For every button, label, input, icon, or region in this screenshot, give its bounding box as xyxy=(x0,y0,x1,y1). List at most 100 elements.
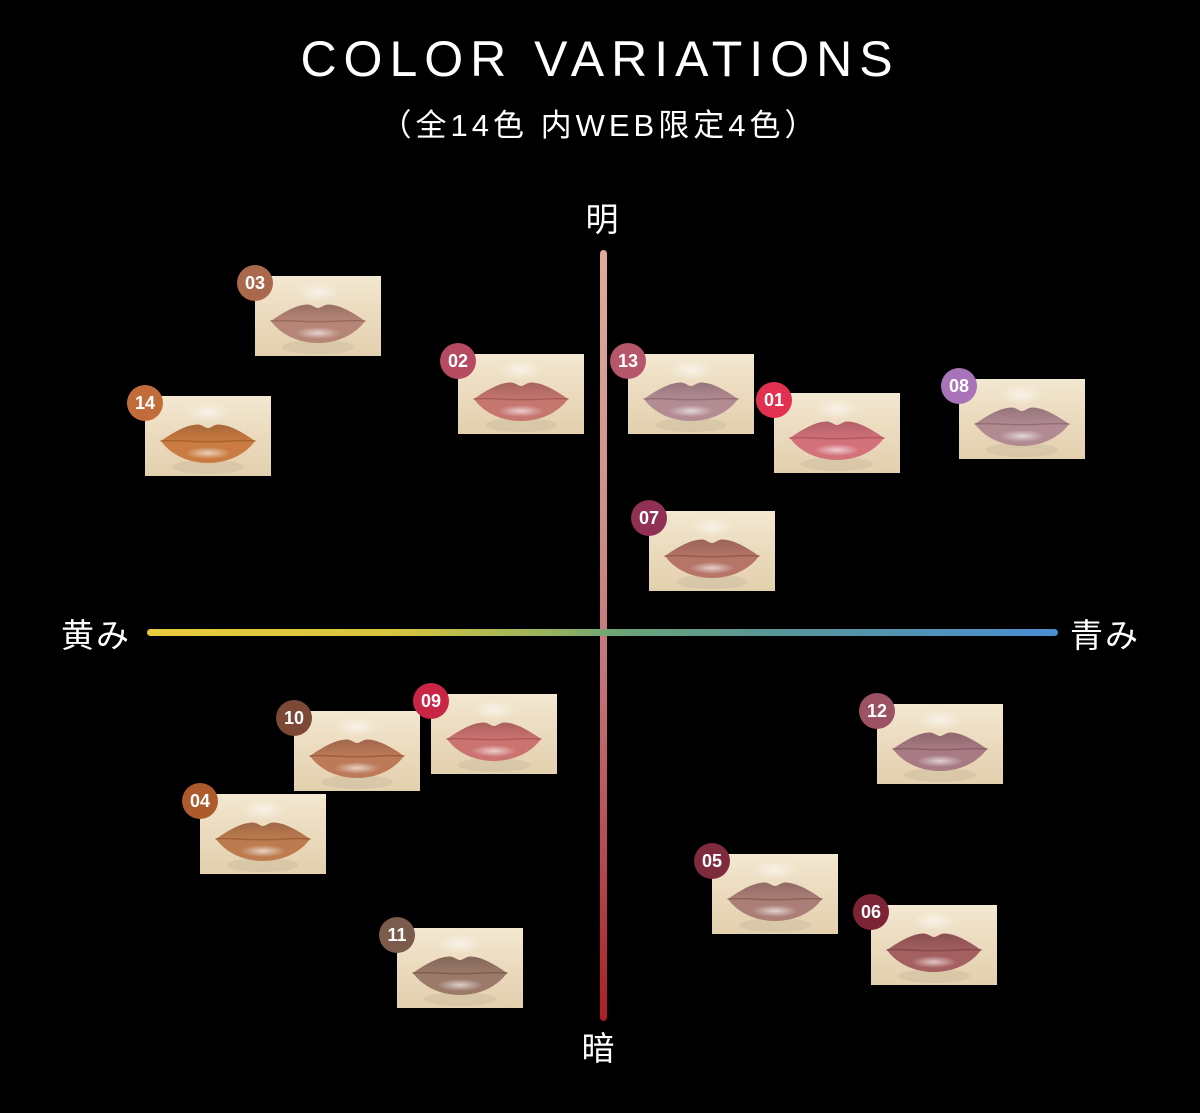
lip-sample-image xyxy=(774,393,900,473)
lip-swatch-07: 07 xyxy=(631,500,775,591)
lip-swatch-14: 14 xyxy=(127,385,271,476)
lip-swatch-02: 02 xyxy=(440,343,584,434)
mouth-line xyxy=(160,439,256,443)
philtrum-highlight xyxy=(296,282,340,302)
chin-shadow xyxy=(424,992,496,1006)
philtrum-highlight xyxy=(186,402,230,422)
lip-swatch-09: 09 xyxy=(413,683,557,774)
shade-number-badge: 09 xyxy=(413,683,449,719)
philtrum-highlight xyxy=(472,700,516,720)
mouth-line xyxy=(473,397,569,401)
philtrum-highlight xyxy=(1000,385,1044,405)
lip-swatch-13: 13 xyxy=(610,343,754,434)
shade-number-badge: 04 xyxy=(182,783,218,819)
philtrum-highlight xyxy=(690,517,734,537)
shade-number-badge: 07 xyxy=(631,500,667,536)
chin-shadow xyxy=(321,775,393,789)
lip-swatch-06: 06 xyxy=(853,894,997,985)
upper-lip-shading xyxy=(447,722,541,740)
chin-shadow xyxy=(458,758,530,772)
lower-lip-gloss xyxy=(911,956,957,968)
philtrum-highlight xyxy=(499,360,543,380)
lower-lip-gloss xyxy=(334,762,380,774)
shade-number-badge: 12 xyxy=(859,693,895,729)
lower-lip-gloss xyxy=(752,905,798,917)
philtrum-highlight xyxy=(918,710,962,730)
chin-shadow xyxy=(898,969,970,983)
lip-swatch-04: 04 xyxy=(182,783,326,874)
shade-number-badge: 10 xyxy=(276,700,312,736)
shade-number-badge: 13 xyxy=(610,343,646,379)
lip-sample-image xyxy=(431,694,557,774)
lip-sample-image xyxy=(877,704,1003,784)
upper-lip-shading xyxy=(474,382,568,400)
chin-shadow xyxy=(986,443,1058,457)
lip-swatch-08: 08 xyxy=(941,368,1085,459)
lower-lip-gloss xyxy=(185,447,231,459)
chin-shadow xyxy=(227,858,299,872)
shade-number-badge: 11 xyxy=(379,917,415,953)
lip-swatch-10: 10 xyxy=(276,700,420,791)
lip-sample-image xyxy=(200,794,326,874)
philtrum-highlight xyxy=(438,934,482,954)
lip-swatch-03: 03 xyxy=(237,265,381,356)
shade-number-badge: 05 xyxy=(694,843,730,879)
axis-label-bluish: 青み xyxy=(1070,617,1140,654)
lower-lip-gloss xyxy=(999,430,1045,442)
lip-sample-image xyxy=(458,354,584,434)
upper-lip-shading xyxy=(790,421,884,439)
axis-label-dark: 暗 xyxy=(581,1030,617,1067)
lower-lip-gloss xyxy=(295,327,341,339)
lower-lip-gloss xyxy=(240,845,286,857)
axis-label-yellowish: 黄み xyxy=(61,617,131,654)
philtrum-highlight xyxy=(335,717,379,737)
lip-sample-image xyxy=(294,711,420,791)
upper-lip-shading xyxy=(271,304,365,322)
lip-swatch-12: 12 xyxy=(859,693,1003,784)
lip-sample-image xyxy=(145,396,271,476)
lip-sample-image xyxy=(871,905,997,985)
philtrum-highlight xyxy=(912,911,956,931)
hue-axis-line xyxy=(147,629,1058,636)
chin-shadow xyxy=(739,918,811,932)
chin-shadow xyxy=(172,460,244,474)
lip-sample-image xyxy=(712,854,838,934)
lip-sample-image xyxy=(255,276,381,356)
lip-sample-image xyxy=(397,928,523,1008)
mouth-line xyxy=(664,554,760,558)
philtrum-highlight xyxy=(753,860,797,880)
upper-lip-shading xyxy=(413,956,507,974)
upper-lip-shading xyxy=(644,382,738,400)
upper-lip-shading xyxy=(893,732,987,750)
upper-lip-shading xyxy=(216,822,310,840)
chin-shadow xyxy=(904,768,976,782)
chin-shadow xyxy=(485,418,557,432)
mouth-line xyxy=(215,837,311,841)
lower-lip-gloss xyxy=(498,405,544,417)
lip-swatch-11: 11 xyxy=(379,917,523,1008)
lower-lip-gloss xyxy=(917,755,963,767)
lower-lip-gloss xyxy=(668,405,714,417)
page-title: COLOR VARIATIONS xyxy=(300,31,900,87)
lower-lip-gloss xyxy=(437,979,483,991)
upper-lip-shading xyxy=(161,424,255,442)
page-subtitle: （全14色 内WEB限定4色） xyxy=(380,108,820,143)
mouth-line xyxy=(446,737,542,741)
chin-shadow xyxy=(801,457,873,471)
shade-number-badge: 02 xyxy=(440,343,476,379)
mouth-line xyxy=(412,971,508,975)
upper-lip-shading xyxy=(665,539,759,557)
shade-number-badge: 14 xyxy=(127,385,163,421)
mouth-line xyxy=(886,948,982,952)
shade-number-badge: 01 xyxy=(756,382,792,418)
lower-lip-gloss xyxy=(689,562,735,574)
lower-lip-gloss xyxy=(471,745,517,757)
philtrum-highlight xyxy=(669,360,713,380)
chin-shadow xyxy=(676,575,748,589)
mouth-line xyxy=(974,422,1070,426)
lip-sample-image xyxy=(649,511,775,591)
chin-shadow xyxy=(282,340,354,354)
lip-sample-image xyxy=(959,379,1085,459)
philtrum-highlight xyxy=(241,800,285,820)
